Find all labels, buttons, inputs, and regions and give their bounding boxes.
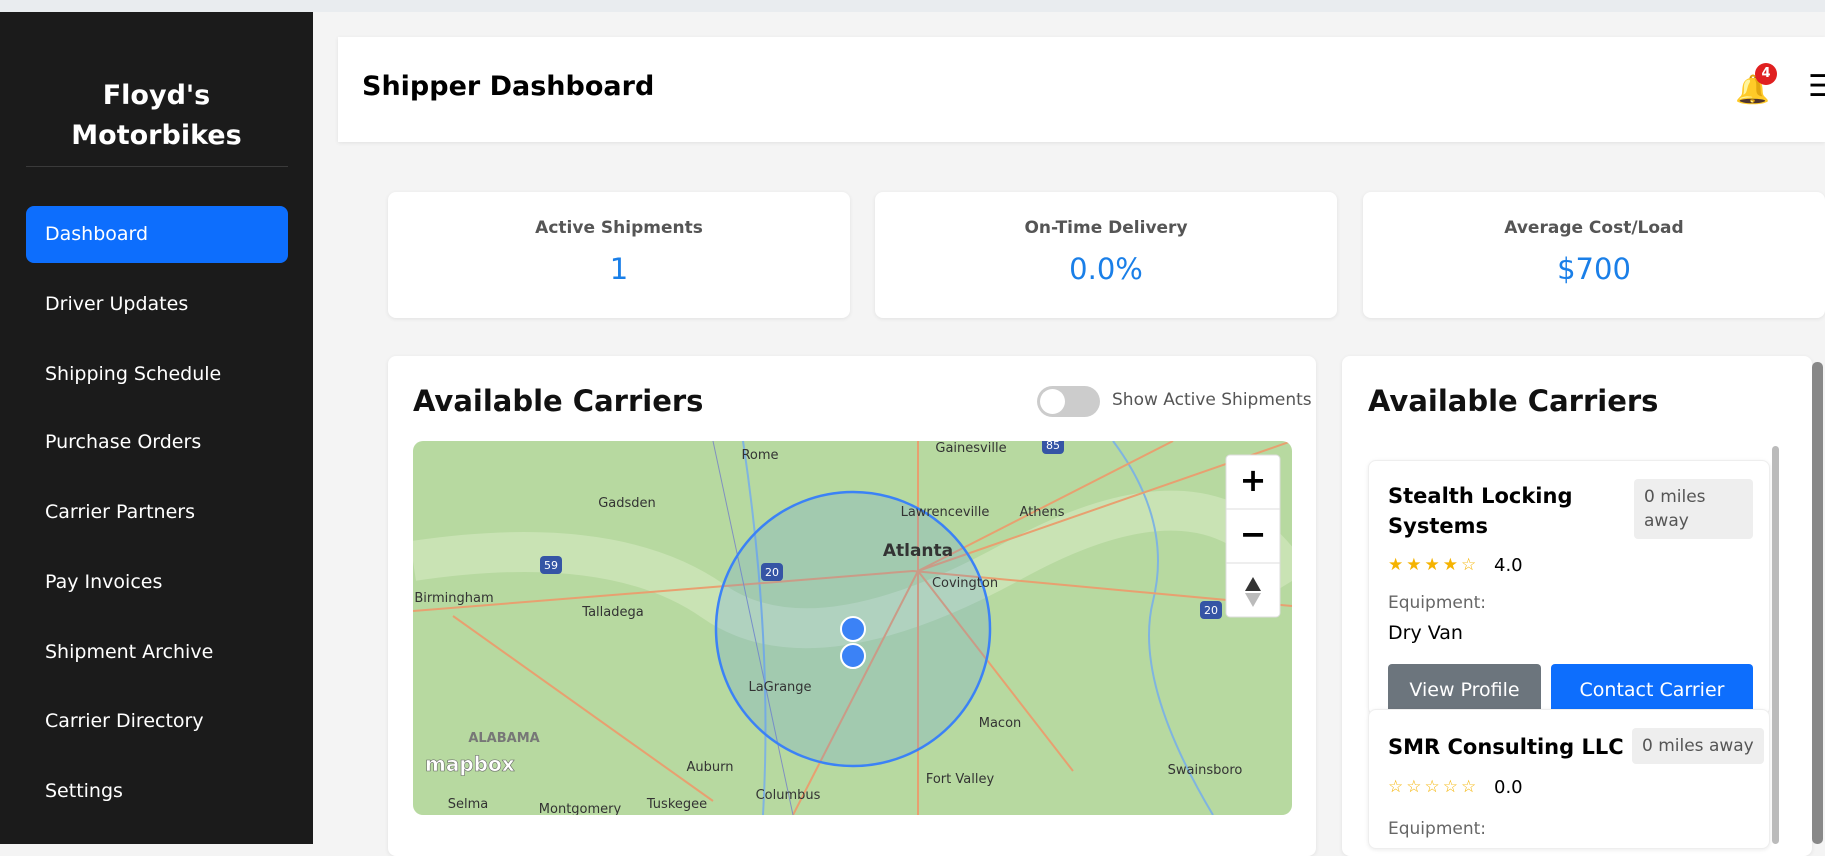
map-label: LaGrange [748,680,811,695]
menu-icon[interactable]: ☰ [1808,69,1825,104]
equipment-label: Equipment: [1388,593,1487,613]
highway-shield: 20 [1204,604,1218,617]
rating: 0.0 [1494,777,1523,798]
map-label: Birmingham [414,591,493,606]
map-label: Athens [1019,505,1064,520]
stat-card: Average Cost/Load $700 [1363,192,1825,318]
panel-title: Available Carriers [1368,384,1659,418]
nav-item[interactable]: Purchase Orders [45,431,202,453]
rating: 4.0 [1494,555,1523,576]
stat-card: Active Shipments 1 [388,192,850,318]
stat-label: Active Shipments [535,218,703,238]
marker[interactable] [840,616,866,642]
map-label: Rome [741,448,778,463]
map[interactable]: Rome Gadsden Gainesville Lawrenceville Athen… [413,441,1292,815]
map-label: Gainesville [935,441,1006,456]
nav-item[interactable]: Pay Invoices [45,571,163,593]
nav-item[interactable]: Shipping Schedule [45,363,222,385]
map-label: Gadsden [598,496,656,511]
carrier-name: SMR Consulting LLC [1388,735,1624,759]
stat-card: On-Time Delivery 0.0% [875,192,1337,318]
equipment-label: Equipment: [1388,819,1487,839]
stat-value: 0.0% [1069,252,1143,286]
header: Shipper Dashboard 🔔 4 ☰ [338,37,1825,142]
marker[interactable] [840,643,866,669]
divider [26,166,288,167]
distance: 0 miles away [1634,479,1753,539]
zoom-in[interactable]: + [1240,461,1267,499]
map-label: Tuskegee [646,797,707,812]
highway-shield: 85 [1046,441,1060,452]
map-label: Montgomery [539,802,622,815]
stat-label: On-Time Delivery [1024,218,1188,238]
map-label: Columbus [756,788,821,803]
zoom-out[interactable]: − [1240,515,1267,553]
nav-item[interactable]: Carrier Directory [45,710,204,732]
stars: ★★★★☆ [1388,555,1480,575]
panel-title: Available Carriers [413,384,704,418]
toggle-label: Show Active Shipments [1112,390,1312,410]
stat-label: Average Cost/Load [1504,218,1684,238]
scrollbar[interactable] [1772,446,1779,844]
nav-item[interactable]: Settings [45,780,123,802]
highway-shield: 20 [765,566,779,579]
stat-value: 1 [609,252,629,286]
stat-value: $700 [1557,252,1631,286]
badge: 4 [1755,63,1777,85]
map-label: Fort Valley [926,772,995,787]
brand: Floyd's Motorbikes [71,80,242,151]
carrier-card: SMR Consulting LLC 0 miles away ☆☆☆☆☆ 0.0 Eq… [1368,709,1770,849]
map-label: Macon [979,716,1022,731]
map-label: ALABAMA [468,731,539,746]
view-profile[interactable]: View Profile [1388,664,1541,717]
map-label: Swainsboro [1168,763,1243,778]
highway-shield: 59 [544,559,558,572]
map-label: Auburn [687,760,734,775]
nav-item[interactable]: Shipment Archive [45,641,214,663]
map-label: Talladega [581,605,643,620]
browser-strip [0,0,1825,12]
attribution: mapbox [425,752,515,776]
contact-carrier[interactable]: Contact Carrier [1551,664,1753,717]
distance: 0 miles away [1632,728,1764,764]
sidebar: Floyd's Motorbikes Dashboard Driver Updat… [0,12,313,844]
map-label: Atlanta [883,541,953,561]
toggle[interactable] [1037,386,1100,417]
stars: ☆☆☆☆☆ [1388,777,1480,797]
map-label: Selma [448,797,489,812]
carrier-card: Stealth Locking Systems 0 miles away ★★★★☆… [1368,460,1770,717]
page-scrollbar[interactable] [1812,362,1823,844]
nav-item[interactable]: Driver Updates [45,293,189,315]
nav-item[interactable]: Dashboard [26,206,288,263]
page-title: Shipper Dashboard [362,71,655,102]
carrier-name: Stealth Locking Systems [1388,484,1573,538]
map-label: Lawrenceville [901,505,990,520]
nav-item[interactable]: Carrier Partners [45,501,195,523]
equipment: Dry Van [1388,622,1463,644]
map-label: Covington [932,576,998,591]
